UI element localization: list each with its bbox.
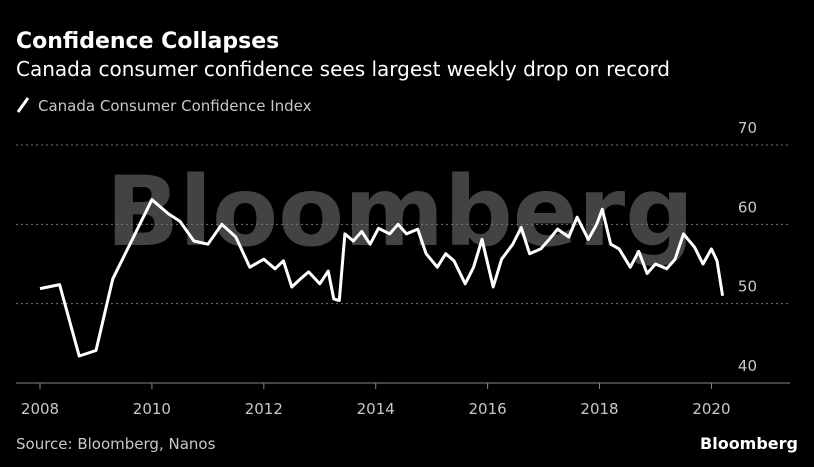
chart-title: Confidence Collapses — [16, 29, 279, 54]
y-tick-label: 70 — [738, 119, 757, 137]
y-tick-label: 60 — [738, 198, 757, 216]
y-tick-label: 40 — [738, 357, 757, 375]
x-tick-label: 2020 — [692, 400, 730, 418]
x-tick-label: 2018 — [580, 400, 618, 418]
plot-area: 40 50 60 70 2008 2010 2012 2014 2016 2018 2020 — [16, 119, 790, 418]
x-tick-label: 2008 — [21, 400, 59, 418]
brand-logo: Bloomberg — [700, 434, 798, 453]
legend-swatch — [16, 97, 30, 113]
legend-label: Canada Consumer Confidence Index — [38, 97, 312, 115]
x-tick-label: 2016 — [469, 400, 507, 418]
watermark: Bloomberg — [106, 156, 694, 268]
y-tick-label: 50 — [738, 278, 757, 296]
x-tick-label: 2014 — [357, 400, 395, 418]
chart-subtitle: Canada consumer confidence sees largest … — [16, 57, 670, 81]
x-tick-label: 2010 — [133, 400, 171, 418]
source: Source: Bloomberg, Nanos — [16, 435, 216, 453]
data-line — [39, 198, 725, 358]
x-tick-label: 2012 — [245, 400, 283, 418]
